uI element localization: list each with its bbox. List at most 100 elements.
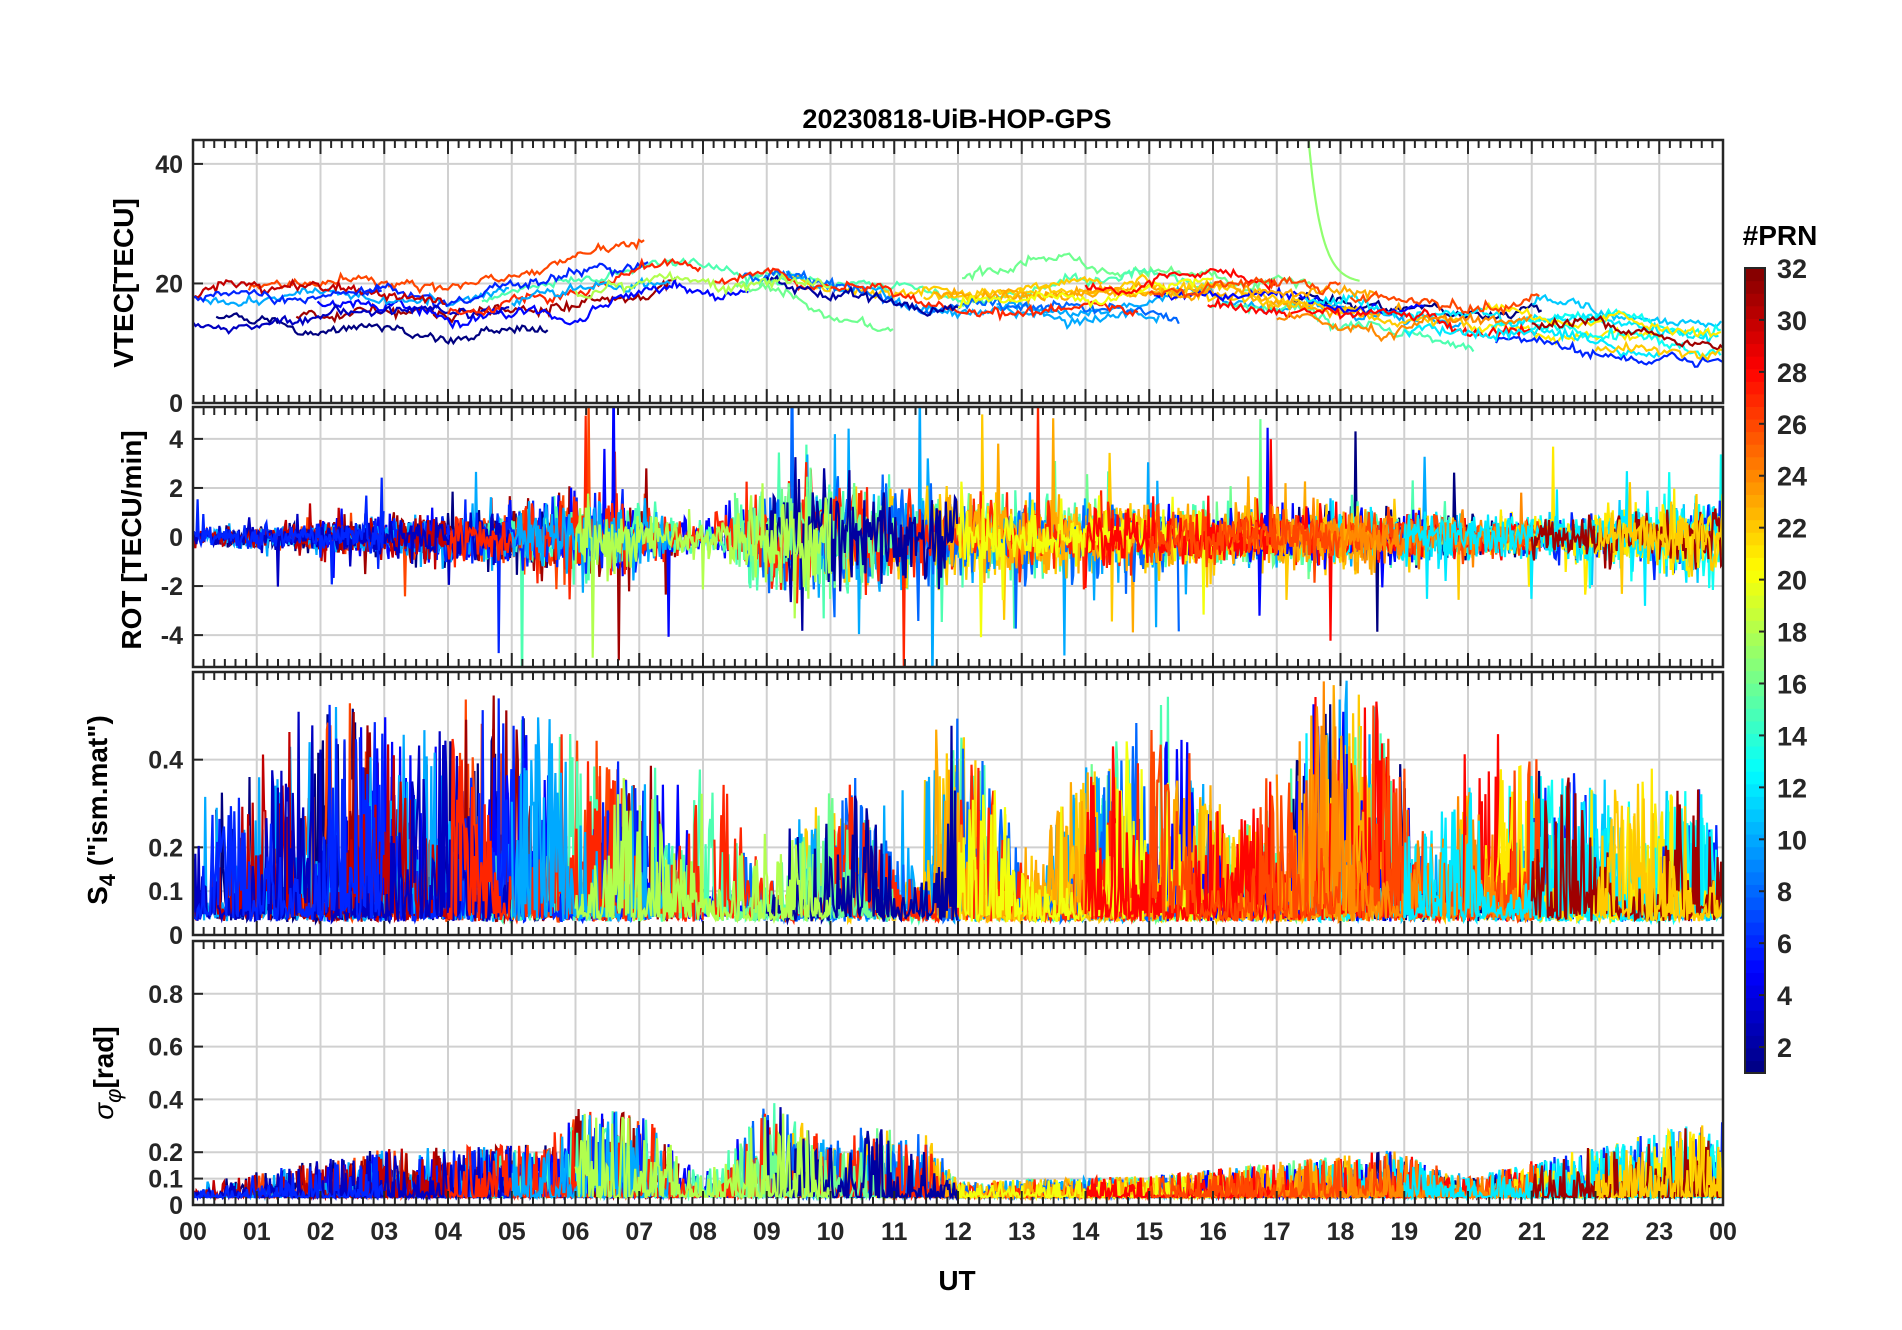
colorbar-band [1745, 293, 1765, 307]
colorbar-tick-label: 2 [1777, 1033, 1792, 1063]
xtick-label-4: 04 [434, 1218, 462, 1246]
colorbar-band [1745, 670, 1765, 684]
vtec-spike-series [1307, 140, 1360, 282]
xtick-label-1: 01 [243, 1218, 271, 1246]
colorbar-band [1745, 406, 1765, 420]
colorbar-band [1745, 356, 1765, 370]
rot-ytick-label: -4 [161, 622, 183, 650]
colorbar-band [1745, 544, 1765, 558]
colorbar-band [1745, 884, 1765, 898]
colorbar-tick-label: 16 [1777, 669, 1807, 699]
x-axis-label: UT [938, 1265, 975, 1296]
colorbar-tick-label: 24 [1777, 462, 1807, 492]
colorbar-band [1745, 1035, 1765, 1049]
colorbar-tick-label: 4 [1777, 981, 1792, 1011]
rot-series-prn-6 [193, 495, 385, 585]
sigma_phi-ytick-label: 0.6 [148, 1034, 183, 1062]
colorbar-band [1745, 959, 1765, 973]
vtec-series-prn-31 [1531, 314, 1723, 352]
colorbar-band [1745, 758, 1765, 772]
xtick-label-21: 21 [1518, 1218, 1546, 1246]
colorbar-frame [1744, 267, 1766, 1074]
xtick-label-15: 15 [1135, 1218, 1163, 1246]
s4-series-group [193, 680, 1723, 927]
vtec-series-group [193, 140, 1723, 368]
sigma_phi-series-prn-26 [1148, 1159, 1341, 1201]
s4-ytick-label: 0.2 [148, 834, 183, 862]
vtec-series-prn-26 [1148, 275, 1342, 300]
colorbar-band [1745, 808, 1765, 823]
vtec-series-prn-26 [247, 238, 645, 295]
colorbar-band [1745, 972, 1765, 986]
colorbar-band [1745, 947, 1765, 961]
xtick-label-0: 00 [179, 1218, 207, 1246]
colorbar-band [1745, 393, 1765, 407]
colorbar-band [1745, 657, 1765, 672]
colorbar-band [1745, 1060, 1765, 1074]
rot-ytick-label: 4 [169, 426, 183, 454]
s4-series-prn-26 [1148, 729, 1341, 924]
colorbar-band [1745, 771, 1765, 785]
colorbar-label: #PRN [1743, 220, 1818, 251]
vtec-series-prn-20 [957, 276, 1214, 309]
colorbar-band [1745, 368, 1765, 382]
colorbar-band [1745, 632, 1765, 646]
colorbar-tick-label: 18 [1777, 618, 1807, 648]
colorbar-band [1745, 381, 1765, 395]
vtec-series-prn-23 [933, 279, 1379, 306]
s4-series-prn-6 [193, 704, 385, 922]
colorbar-band [1745, 834, 1765, 848]
sigma_phi-ytick-label: 0.1 [148, 1166, 183, 1194]
vtec-series-prn-28 [1084, 267, 1278, 296]
vtec-series-prn-2 [765, 274, 959, 317]
colorbar-band [1745, 733, 1765, 747]
sigma_phi-ytick-label: 0.8 [148, 981, 183, 1009]
xtick-label-23: 23 [1645, 1218, 1673, 1246]
sigma_phi-ytick-label: 0.2 [148, 1139, 183, 1167]
panel-sigma-phi: 00.10.2 0.4 0.6 0.8 [148, 939, 1725, 1220]
xtick-label-12: 12 [944, 1218, 972, 1246]
s4-ytick-label: 0 [169, 922, 183, 950]
colorbar-band [1745, 846, 1765, 860]
s4-ytick-label: 0.1 [148, 878, 183, 906]
colorbar-tick-label: 10 [1777, 825, 1807, 855]
vtec-series-prn-10 [511, 276, 671, 308]
vtec-series-prn-5 [316, 276, 749, 330]
s4-ylabel: S4 ("ism.mat") [82, 715, 120, 905]
xtick-label-8: 08 [689, 1218, 717, 1246]
vtec-ytick-label: 20 [155, 270, 183, 298]
colorbar-tick-label: 30 [1777, 306, 1807, 336]
colorbar-tick-label: 26 [1777, 410, 1807, 440]
sigma_phi-series-prn-22 [1594, 1125, 1723, 1201]
panel-s4: 0 0.1 0.2 0.4 [148, 670, 1725, 950]
colorbar-band [1745, 1047, 1765, 1062]
colorbar-tick-label: 6 [1777, 929, 1792, 959]
colorbar-band [1745, 519, 1765, 533]
colorbar-tick-label: 22 [1777, 514, 1807, 544]
colorbar-band [1745, 557, 1765, 571]
colorbar-band [1745, 418, 1765, 433]
vtec-series-prn-27 [713, 266, 1139, 322]
colorbar-band [1745, 620, 1765, 634]
xtick-label-11: 11 [881, 1218, 908, 1246]
colorbar-band [1745, 607, 1765, 621]
colorbar-band [1745, 569, 1765, 584]
vtec-series-prn-22 [1594, 340, 1723, 362]
colorbar-band [1745, 909, 1765, 923]
colorbar-band [1745, 318, 1765, 332]
colorbar-band [1745, 821, 1765, 835]
s4-ytick-label: 0.4 [148, 747, 183, 775]
colorbar-band [1745, 997, 1765, 1011]
colorbar-band [1745, 934, 1765, 948]
s4-series-prn-22 [1594, 783, 1723, 924]
vtec-series-prn-6 [1495, 335, 1723, 368]
xtick-label-7: 07 [625, 1218, 653, 1246]
colorbar-band [1745, 645, 1765, 659]
colorbar-band [1745, 280, 1765, 294]
vtec-series-prn-18 [574, 270, 831, 299]
sigma_phi-series-prn-2 [765, 1107, 959, 1202]
rot-series-prn-18 [574, 483, 832, 658]
vtec-series-prn-28 [1207, 296, 1538, 339]
